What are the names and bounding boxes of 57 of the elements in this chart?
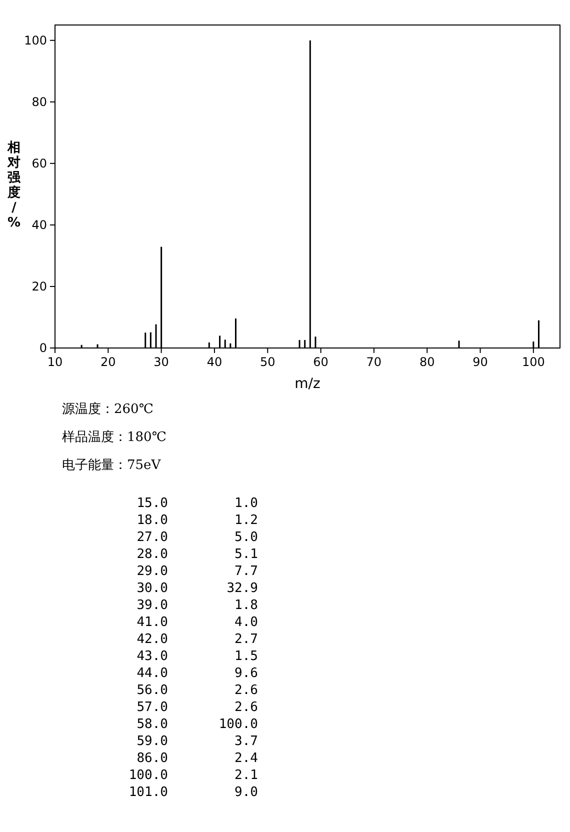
y-tick-label: 40 <box>32 218 47 232</box>
text: 59.0 <box>136 733 168 750</box>
x-tick-label: 80 <box>419 355 435 369</box>
text: 电子能量：75eV <box>62 457 162 475</box>
y-tick-label: 100 <box>24 33 47 48</box>
y-tick-label: 20 <box>32 279 47 294</box>
text: 100.0 <box>218 716 258 733</box>
text: 39.0 <box>136 597 168 614</box>
text: 56.0 <box>136 682 168 699</box>
x-tick-label: 90 <box>472 355 488 369</box>
text: 28.0 <box>136 546 168 563</box>
text: 58.0 <box>136 716 168 733</box>
text: 15.0 <box>136 495 168 512</box>
text: 41.0 <box>136 614 168 631</box>
x-tick-label: 20 <box>100 355 116 369</box>
text: 86.0 <box>136 750 168 767</box>
text: 1.2 <box>234 512 258 529</box>
text: 42.0 <box>136 631 168 648</box>
text: 2.4 <box>234 750 258 767</box>
text: 源温度：260℃ <box>62 401 154 419</box>
text: 29.0 <box>136 563 168 580</box>
text: 5.1 <box>234 546 258 563</box>
text: 2.6 <box>234 682 258 699</box>
y-axis-title: 相对强度/% <box>6 140 22 230</box>
text: 5.0 <box>234 529 258 546</box>
text: 43.0 <box>136 648 168 665</box>
text: 2.7 <box>234 631 258 648</box>
text: 7.7 <box>234 563 258 580</box>
text: 101.0 <box>128 784 168 801</box>
x-tick-label: 30 <box>154 355 169 369</box>
x-tick-label: 70 <box>366 355 382 369</box>
x-axis-title: m/z <box>294 376 320 392</box>
y-tick-label: 0 <box>39 341 47 355</box>
text: 18.0 <box>136 512 168 529</box>
text: 2.1 <box>234 767 258 784</box>
text: 57.0 <box>136 699 168 716</box>
text: 27.0 <box>136 529 168 546</box>
text: 1.5 <box>234 648 258 665</box>
text: 2.6 <box>234 699 258 716</box>
text: 1.0 <box>234 495 258 512</box>
text: 30.0 <box>136 580 168 597</box>
text: 44.0 <box>136 665 168 682</box>
text: 9.0 <box>234 784 258 801</box>
x-tick-label: 50 <box>260 355 276 369</box>
y-tick-label: 60 <box>32 156 47 170</box>
y-tick-label: 80 <box>32 94 47 109</box>
text: 9.6 <box>234 665 258 682</box>
text: 1.8 <box>234 597 258 614</box>
text: 100.0 <box>128 767 168 784</box>
text: 32.9 <box>226 580 258 597</box>
x-tick-label: 100 <box>522 355 545 369</box>
x-tick-label: 10 <box>47 355 63 369</box>
text: 4.0 <box>234 614 258 631</box>
x-tick-label: 60 <box>313 355 328 369</box>
text: 样品温度：180℃ <box>62 429 166 447</box>
text: 3.7 <box>234 733 258 750</box>
x-tick-label: 40 <box>206 355 222 369</box>
